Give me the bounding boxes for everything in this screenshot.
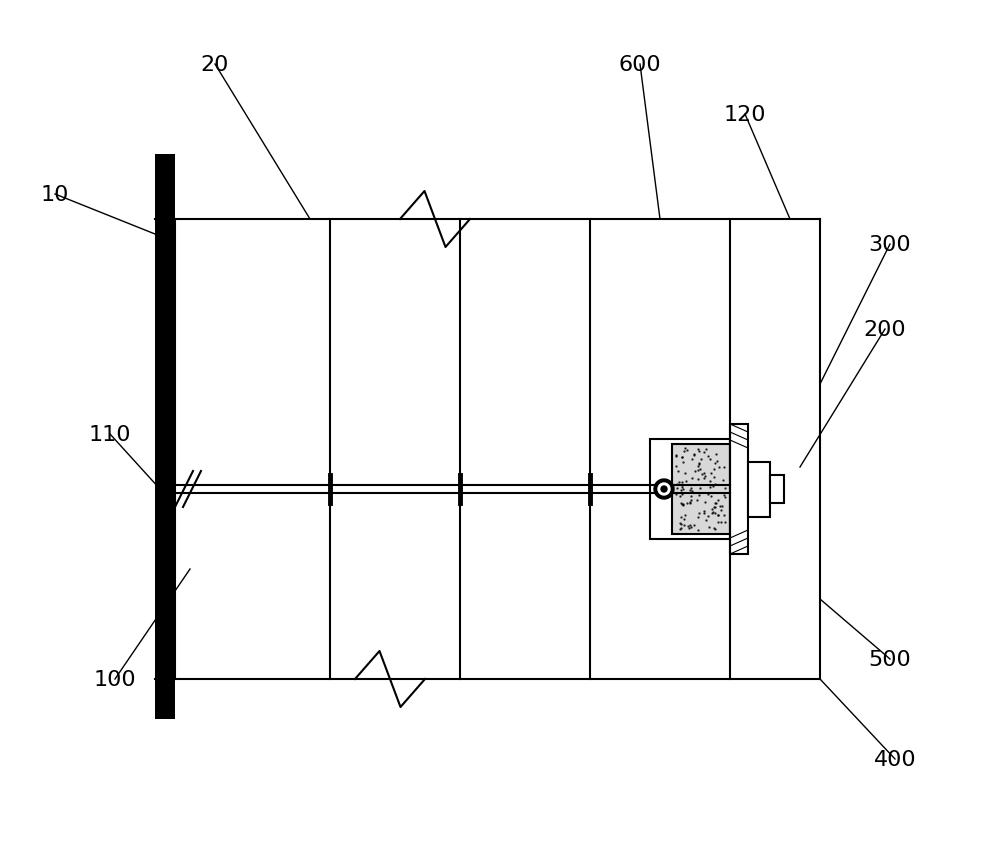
Bar (155, 155, 175, 719)
Circle shape (654, 480, 674, 499)
Text: 20: 20 (201, 55, 229, 75)
Text: 120: 120 (724, 105, 766, 125)
Bar (770, 475, 784, 504)
Text: 100: 100 (94, 669, 136, 689)
Text: 200: 200 (864, 320, 906, 340)
Bar (730, 424, 748, 555)
Text: 10: 10 (41, 185, 69, 204)
Circle shape (658, 483, 670, 495)
Text: 300: 300 (869, 234, 911, 255)
Text: 500: 500 (869, 649, 911, 669)
Bar (748, 462, 770, 517)
Text: 110: 110 (89, 424, 131, 445)
Bar (672, 445, 730, 534)
Text: 400: 400 (874, 749, 916, 769)
Circle shape (661, 486, 667, 492)
Text: 600: 600 (619, 55, 661, 75)
Bar (650, 440, 730, 539)
